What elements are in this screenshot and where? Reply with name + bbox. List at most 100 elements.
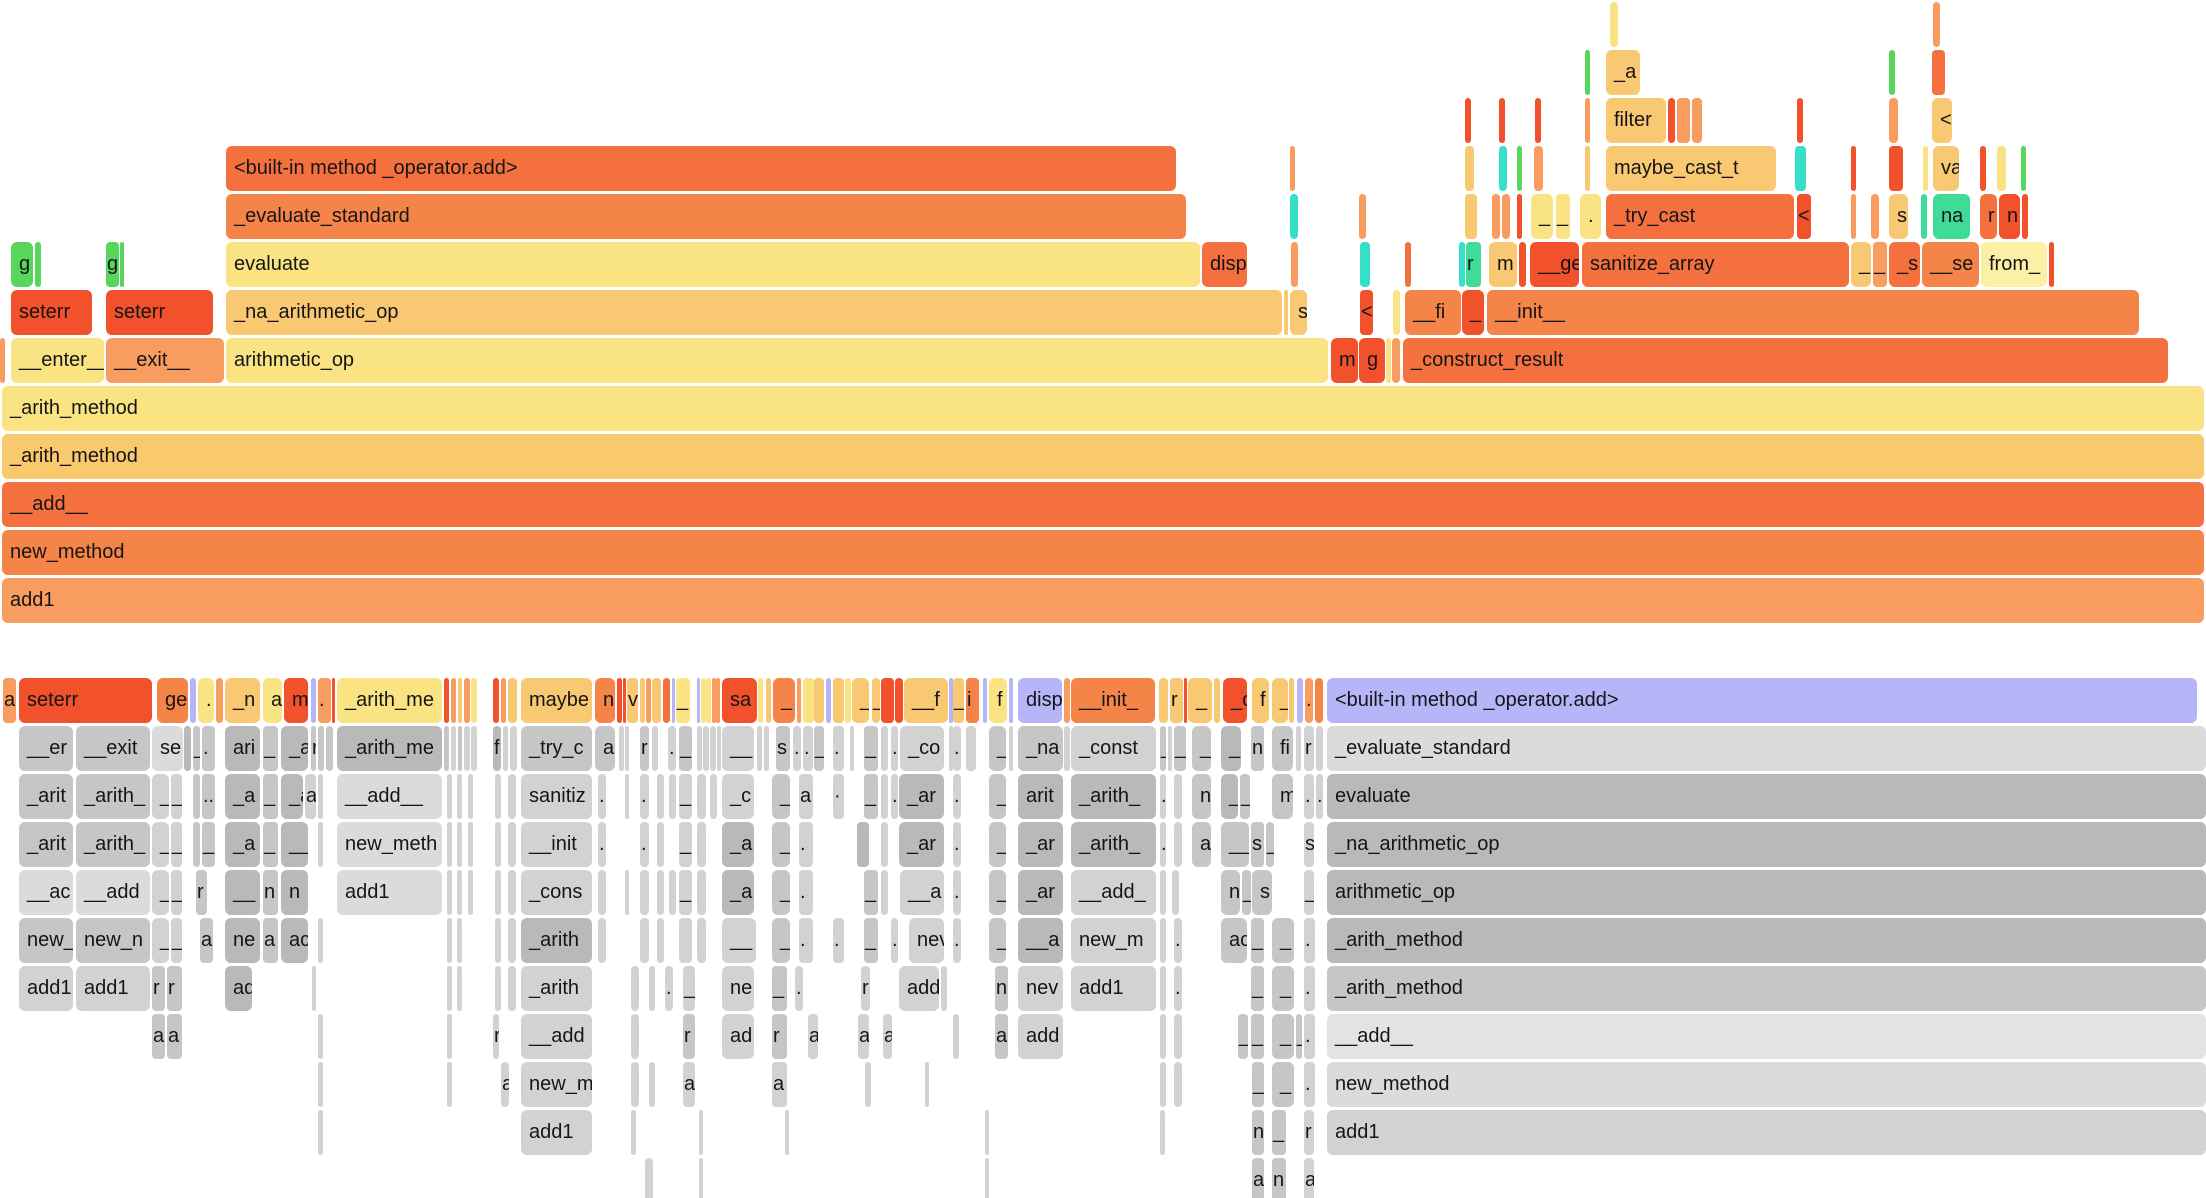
frame-sliver[interactable] xyxy=(1535,98,1541,143)
frame-[interactable]: _ xyxy=(772,966,787,1011)
frame-sliver[interactable] xyxy=(803,678,814,723)
frame-sliver[interactable] xyxy=(318,822,323,867)
frame-ar[interactable]: _ar xyxy=(1018,870,1063,915)
frame-[interactable]: _ xyxy=(772,918,790,963)
frame-[interactable]: _ xyxy=(1462,290,1484,335)
frame-sliver[interactable] xyxy=(925,1062,929,1107)
frame-sliver[interactable] xyxy=(1360,242,1370,287)
frame-[interactable]: _ xyxy=(171,822,182,867)
frame-sliver[interactable] xyxy=(1160,1062,1166,1107)
frame-[interactable]: _ xyxy=(1272,1014,1294,1059)
frame-sliver[interactable] xyxy=(2022,194,2028,239)
frame-sliver[interactable] xyxy=(697,774,706,819)
frame-a[interactable]: _a xyxy=(722,870,754,915)
frame-ge[interactable]: __ge xyxy=(1530,242,1579,287)
frame-s[interactable]: s xyxy=(776,726,790,771)
frame-[interactable]: . xyxy=(202,726,215,771)
frame-seterr[interactable]: seterr xyxy=(19,678,152,723)
frame-r[interactable]: r xyxy=(493,1014,499,1059)
frame-add[interactable]: __add xyxy=(521,1014,592,1059)
frame-sliver[interactable] xyxy=(468,774,473,819)
frame-sliver[interactable] xyxy=(657,774,664,819)
frame-a[interactable]: _a xyxy=(225,822,260,867)
frame-new_n[interactable]: new_n xyxy=(76,918,150,963)
frame-sliver[interactable] xyxy=(1168,726,1172,771)
frame-sliver[interactable] xyxy=(0,338,5,383)
frame-sliver[interactable] xyxy=(625,870,629,915)
frame-[interactable]: _ xyxy=(989,774,1006,819)
frame-[interactable]: _ xyxy=(171,774,182,819)
frame-[interactable]: . xyxy=(640,822,649,867)
frame-na[interactable]: _na xyxy=(1018,726,1063,771)
frame-add1[interactable]: add1 xyxy=(2,578,2204,623)
frame-arith_me[interactable]: _arith_me xyxy=(337,726,442,771)
frame-[interactable]: _ xyxy=(171,918,182,963)
frame-sliver[interactable] xyxy=(697,726,702,771)
frame-r[interactable]: r xyxy=(1304,726,1314,771)
frame-[interactable]: _ xyxy=(852,678,869,723)
frame-sliver[interactable] xyxy=(1359,194,1366,239)
frame-sliver[interactable] xyxy=(697,918,706,963)
frame-n[interactable]: n xyxy=(263,870,278,915)
frame-sliver[interactable] xyxy=(1289,678,1294,723)
frame-arith[interactable]: _arith_ xyxy=(1071,774,1156,819)
frame-sliver[interactable] xyxy=(468,870,473,915)
frame-sliver[interactable] xyxy=(1160,870,1166,915)
frame-[interactable]: _ xyxy=(989,822,1006,867)
frame-ari[interactable]: ari xyxy=(225,726,260,771)
frame-[interactable]: _ xyxy=(683,966,695,1011)
frame-[interactable]: _ xyxy=(1304,870,1314,915)
frame-[interactable]: . xyxy=(1316,774,1323,819)
frame-enter[interactable]: __enter__ xyxy=(11,338,104,383)
frame-sliver[interactable] xyxy=(495,918,501,963)
frame-sliver[interactable] xyxy=(669,774,676,819)
frame-n[interactable]: n xyxy=(1252,1110,1264,1155)
frame-m[interactable]: m xyxy=(1272,774,1293,819)
frame-[interactable]: _ xyxy=(1851,242,1871,287)
frame-arithmetic_op[interactable]: arithmetic_op xyxy=(1327,870,2206,915)
frame-sliver[interactable] xyxy=(706,678,711,723)
frame-cons[interactable]: _cons xyxy=(521,870,592,915)
frame-a[interactable]: a xyxy=(152,1014,165,1059)
frame-a[interactable]: a xyxy=(1192,822,1211,867)
frame-sliver[interactable] xyxy=(457,966,462,1011)
frame-na[interactable]: na xyxy=(1933,194,1970,239)
frame-[interactable]: __ xyxy=(281,822,308,867)
frame-const[interactable]: _const xyxy=(1071,726,1156,771)
frame-sliver[interactable] xyxy=(1184,678,1187,723)
frame-r[interactable]: r xyxy=(640,726,649,771)
frame-sliver[interactable] xyxy=(1214,678,1220,723)
frame-arith[interactable]: _arith_ xyxy=(1071,822,1156,867)
frame-sliver[interactable] xyxy=(503,726,508,771)
frame-sliver[interactable] xyxy=(640,918,649,963)
frame-sliver[interactable] xyxy=(1174,774,1182,819)
frame-[interactable]: _ xyxy=(679,822,692,867)
frame-sliver[interactable] xyxy=(457,774,462,819)
frame-sliver[interactable] xyxy=(1296,726,1301,771)
frame-m[interactable]: m xyxy=(284,678,308,723)
frame-[interactable]: _ xyxy=(1556,194,1570,239)
frame-sliver[interactable] xyxy=(966,726,976,771)
frame-n[interactable]: n xyxy=(1221,870,1240,915)
frame-arith[interactable]: _arith_ xyxy=(76,774,150,819)
frame-sliver[interactable] xyxy=(1851,194,1856,239)
frame-[interactable]: _ xyxy=(864,870,878,915)
frame-f[interactable]: f xyxy=(493,726,501,771)
frame-sliver[interactable] xyxy=(1174,822,1182,867)
frame-sliver[interactable] xyxy=(1160,1014,1166,1059)
frame-sliver[interactable] xyxy=(669,870,676,915)
frame-sliver[interactable] xyxy=(471,726,477,771)
frame-[interactable]: . xyxy=(1304,1014,1315,1059)
frame-[interactable]: __ xyxy=(722,918,756,963)
frame-[interactable]: . xyxy=(953,822,961,867)
frame-arit[interactable]: _arit xyxy=(19,774,73,819)
frame-a[interactable]: a xyxy=(167,1014,182,1059)
frame-try_c[interactable]: _try_c xyxy=(521,726,592,771)
frame-[interactable]: _ xyxy=(1240,774,1250,819)
frame-sliver[interactable] xyxy=(1465,98,1471,143)
frame-a[interactable]: a xyxy=(1304,1158,1314,1198)
frame-a[interactable]: _a xyxy=(281,774,303,819)
frame-sliver[interactable] xyxy=(953,1014,959,1059)
frame-[interactable]: _ xyxy=(152,870,169,915)
frame-arith_method[interactable]: _arith_method xyxy=(2,434,2204,479)
